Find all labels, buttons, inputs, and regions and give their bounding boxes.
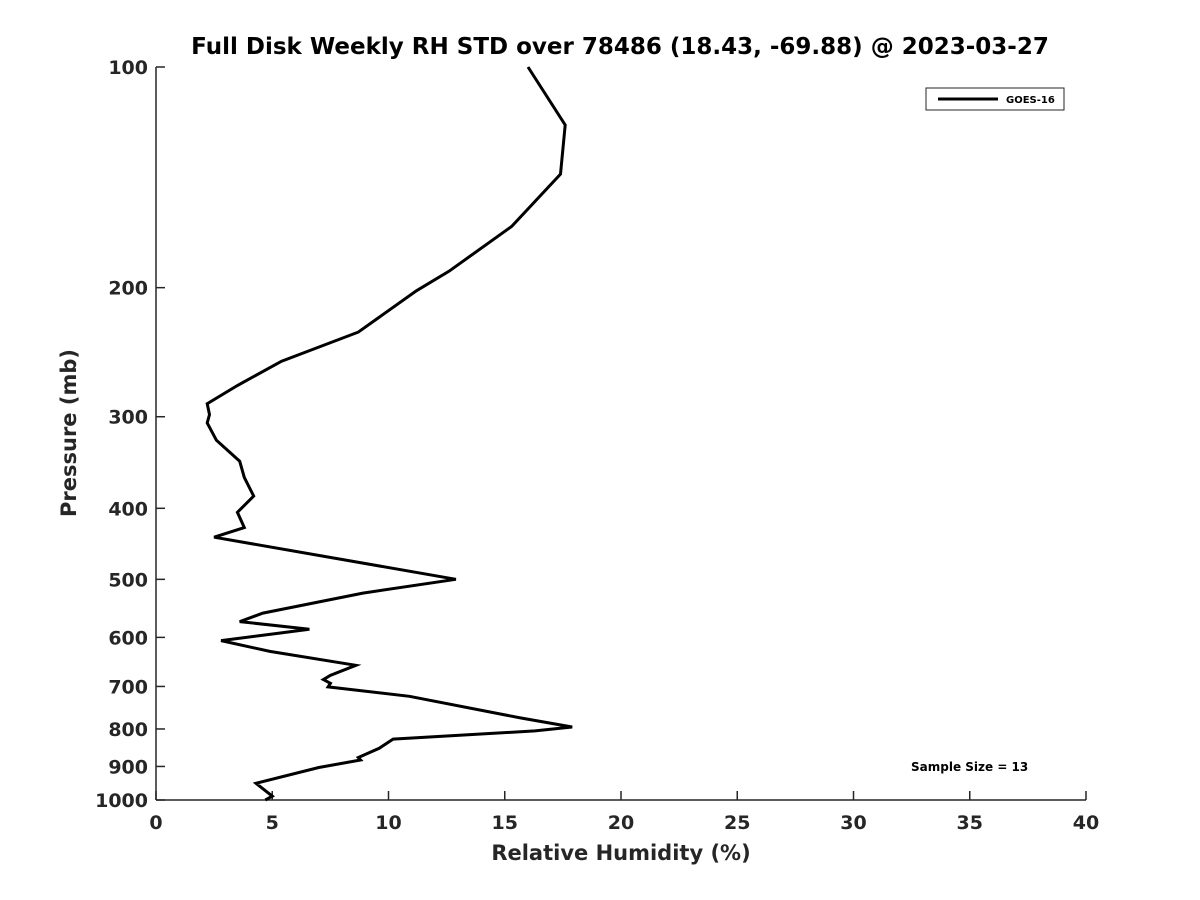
y-tick-label: 300: [108, 407, 148, 429]
y-tick-label: 700: [108, 676, 148, 698]
x-ticks: 0 5 10 15 20 25 30 35 40: [149, 791, 1099, 834]
x-tick-label: 20: [608, 812, 634, 834]
chart-title: Full Disk Weekly RH STD over 78486 (18.4…: [191, 34, 1049, 60]
y-tick-label: 100: [108, 57, 148, 79]
x-tick-label: 10: [375, 812, 401, 834]
legend: GOES-16: [925, 87, 1065, 111]
sample-size-annotation: Sample Size = 13: [911, 760, 1028, 774]
y-tick-label: 1000: [95, 790, 148, 812]
x-axis-label: Relative Humidity (%): [491, 841, 750, 865]
x-tick-label: 0: [149, 812, 162, 834]
series-line-goes16: [205, 66, 573, 802]
x-tick-label: 35: [957, 812, 983, 834]
y-tick-label: 500: [108, 569, 148, 591]
x-tick-label: 5: [266, 812, 279, 834]
y-tick-label: 600: [108, 627, 148, 649]
y-axis-label: Pressure (mb): [57, 349, 81, 517]
y-tick-label: 400: [108, 498, 148, 520]
y-ticks: 100 200 300 400 500 600 700 800 900 1000: [95, 57, 165, 812]
x-tick-label: 30: [840, 812, 866, 834]
x-tick-label: 25: [724, 812, 750, 834]
y-tick-label: 800: [108, 719, 148, 741]
y-tick-label: 900: [108, 756, 148, 778]
y-tick-label: 200: [108, 278, 148, 300]
legend-label: GOES-16: [1006, 95, 1055, 106]
x-tick-label: 40: [1073, 812, 1099, 834]
axes: [155, 67, 1086, 801]
x-tick-label: 15: [492, 812, 518, 834]
